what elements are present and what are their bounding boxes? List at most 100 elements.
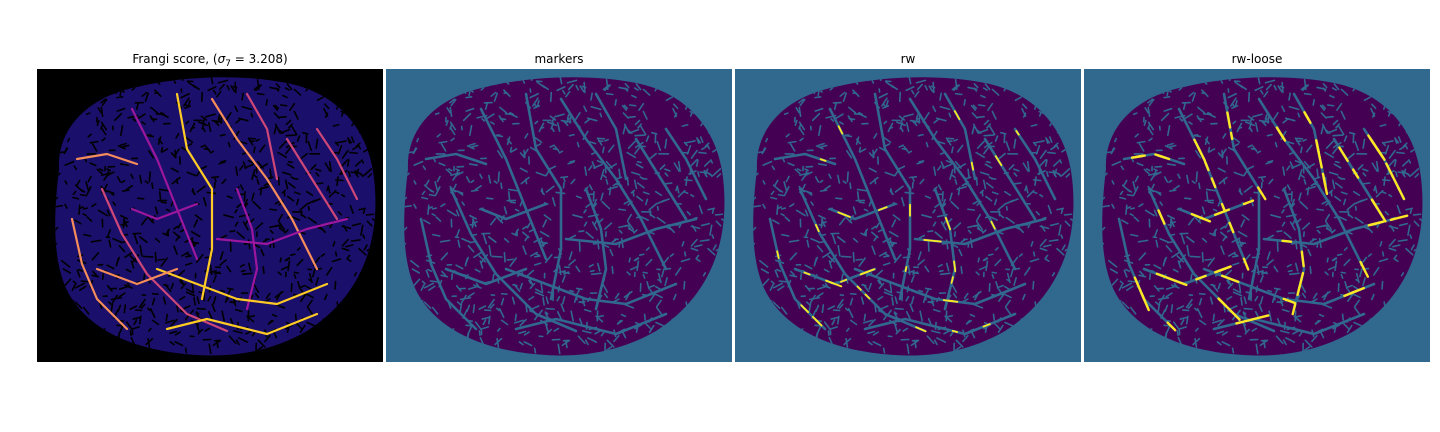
highlight-segment	[1172, 278, 1188, 287]
highlight-segment	[1378, 211, 1387, 223]
vessel-segment	[130, 107, 199, 261]
highlight-segment	[837, 125, 844, 135]
vessel-segment	[514, 312, 668, 336]
vessel-segment	[983, 137, 1037, 221]
highlight-segment	[951, 330, 959, 333]
frangi-score-image	[37, 69, 383, 362]
panel-title-rw: rw	[900, 52, 916, 66]
vessel-segment	[664, 127, 708, 201]
vessel-segment	[444, 267, 528, 286]
highlight-segment	[803, 271, 811, 276]
highlight-segment	[1217, 297, 1228, 308]
highlight-segment	[1282, 297, 1297, 305]
vessel-segment	[130, 202, 199, 221]
vessel-segment	[285, 137, 339, 221]
highlight-segment	[1256, 186, 1267, 201]
highlight-segment	[982, 323, 991, 328]
highlight-segment	[1015, 130, 1020, 136]
highlight-segment	[1370, 198, 1379, 210]
highlight-segment	[970, 161, 975, 171]
highlight-segment	[1250, 314, 1270, 321]
highlight-segment	[1296, 285, 1301, 296]
vessel-segment	[504, 267, 678, 306]
highlight-segment	[1229, 131, 1234, 141]
highlight-segment	[1157, 209, 1166, 225]
sigma-symbol: σ	[217, 52, 226, 66]
highlight-segment	[1275, 126, 1287, 142]
vessel-segment	[908, 97, 1017, 271]
highlight-segment	[825, 279, 834, 284]
vessel-segment	[165, 312, 319, 336]
highlight-segment	[1281, 239, 1293, 243]
rw-loose-image	[1084, 69, 1430, 362]
highlight-segment	[1351, 168, 1358, 177]
vessel-segment	[634, 137, 688, 221]
vessel-segment	[479, 107, 548, 261]
highlight-segment	[1220, 274, 1240, 284]
highlight-segment	[1338, 146, 1349, 163]
tissue-region	[55, 77, 376, 356]
highlight-segment	[1228, 221, 1235, 234]
highlight-segment	[1197, 147, 1207, 162]
vessel-segment	[245, 92, 279, 181]
highlight-segment	[994, 155, 1003, 167]
segmented-vessel-highlights	[1130, 111, 1409, 332]
highlight-segment	[1242, 257, 1250, 271]
vessel-segment	[155, 267, 329, 306]
highlight-segment	[1154, 153, 1171, 161]
vessel-segment	[1257, 97, 1366, 271]
vessel-segment	[559, 97, 668, 271]
highlight-segment	[946, 221, 952, 231]
highlight-segment	[1190, 212, 1204, 220]
markers-image	[386, 69, 732, 362]
highlight-segment	[950, 276, 954, 284]
highlight-segment	[1242, 199, 1255, 206]
highlight-segment	[990, 220, 996, 230]
highlight-segment	[877, 206, 888, 211]
highlight-segment	[953, 110, 961, 121]
highlight-segment	[815, 223, 820, 233]
segmented-vessel-highlights	[776, 110, 1020, 333]
vessel-segment	[584, 187, 608, 311]
highlight-segment	[1140, 292, 1150, 312]
tissue-region	[1102, 77, 1423, 356]
vessel-segment	[235, 187, 259, 311]
highlight-segment	[840, 212, 851, 218]
vessel-segment	[1013, 127, 1057, 201]
vessel-segment	[594, 92, 628, 181]
vessel-segment	[210, 97, 319, 271]
vessel-segment	[75, 152, 139, 166]
highlight-segment	[1315, 141, 1321, 159]
highlight-segment	[934, 240, 942, 243]
vessel-segment	[873, 92, 912, 301]
frangi-title-suffix: = 3.208)	[230, 52, 288, 66]
vessel-segment	[175, 92, 214, 301]
highlight-segment	[819, 158, 827, 162]
highlight-segment	[800, 304, 810, 314]
panel-title-markers: markers	[534, 52, 584, 66]
highlight-segment	[915, 326, 927, 333]
highlight-segment	[1204, 161, 1210, 172]
tissue-texture	[753, 77, 1074, 356]
frangi-title-prefix: Frangi score, (	[132, 52, 218, 66]
vessel-segment	[419, 217, 478, 331]
highlight-segment	[866, 268, 876, 273]
highlight-segment	[1213, 208, 1231, 217]
tissue-texture	[55, 77, 376, 356]
highlight-segment	[1195, 274, 1207, 281]
highlight-segment	[1298, 271, 1305, 289]
vessel-segment	[933, 187, 957, 311]
highlight-segment	[1349, 286, 1365, 295]
tissue-region	[404, 77, 725, 356]
highlight-segment	[1226, 306, 1241, 321]
highlight-segment	[856, 285, 862, 291]
vessel-segment	[479, 202, 548, 221]
markers-canvas	[386, 69, 732, 362]
highlight-segment	[776, 250, 780, 259]
vessel-segment	[564, 217, 698, 246]
panel-title-rw-loose: rw-loose	[1231, 52, 1283, 66]
highlight-segment	[1133, 154, 1145, 159]
vessel-segment	[853, 267, 1027, 306]
highlight-segment	[1210, 177, 1217, 189]
highlight-segment	[864, 293, 871, 300]
